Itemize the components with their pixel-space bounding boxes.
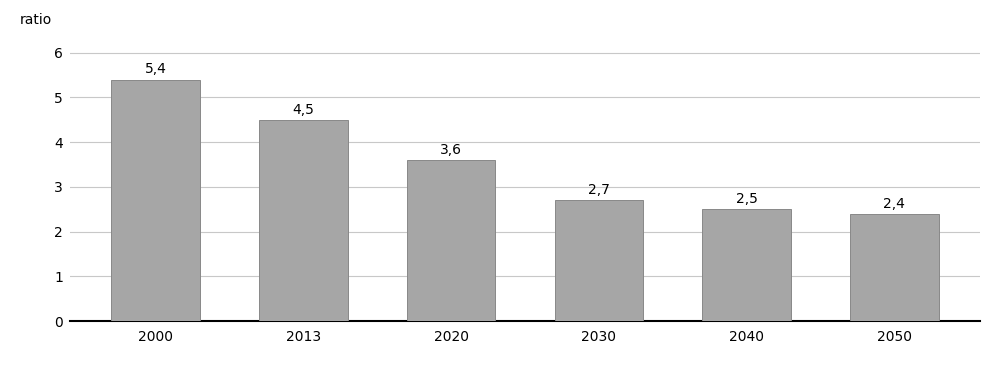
Bar bbox=[555, 200, 643, 321]
Bar bbox=[850, 214, 939, 321]
Bar bbox=[702, 210, 791, 321]
Text: 3,6: 3,6 bbox=[440, 143, 462, 157]
Text: 4,5: 4,5 bbox=[292, 103, 314, 117]
Text: ratio: ratio bbox=[20, 13, 52, 27]
Bar bbox=[259, 120, 348, 321]
Bar bbox=[407, 160, 495, 321]
Text: 2,5: 2,5 bbox=[736, 192, 758, 206]
Bar bbox=[111, 80, 200, 321]
Text: 2,4: 2,4 bbox=[883, 197, 905, 211]
Text: 2,7: 2,7 bbox=[588, 183, 610, 197]
Text: 5,4: 5,4 bbox=[145, 62, 167, 76]
